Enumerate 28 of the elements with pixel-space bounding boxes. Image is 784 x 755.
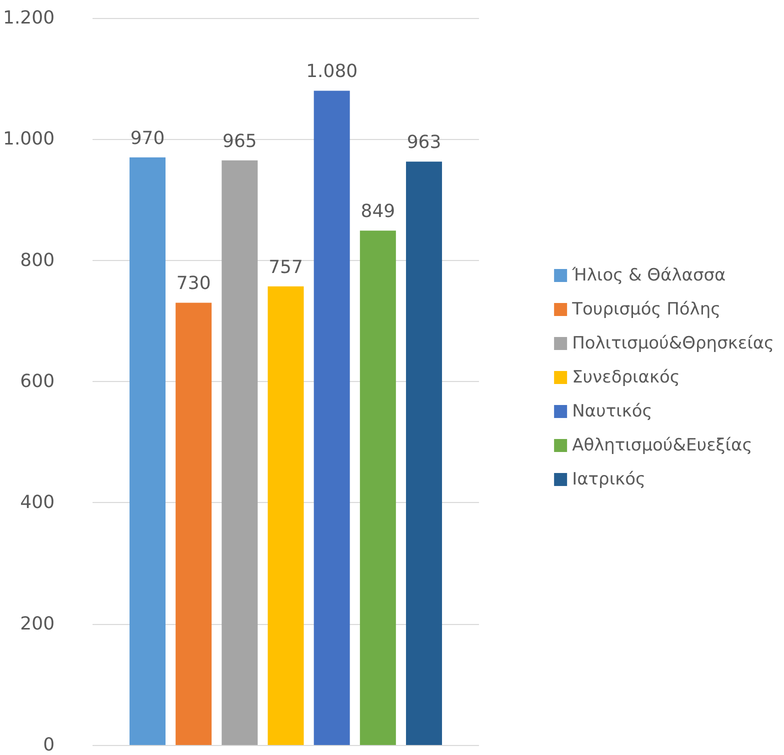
legend-label: Συνεδριακός	[572, 368, 680, 388]
bar	[268, 286, 304, 745]
legend-label: Αθλητισμού&Ευεξίας	[572, 436, 752, 456]
legend-label: Τουρισμός Πόλης	[571, 300, 721, 320]
data-label: 970	[130, 128, 165, 149]
bar	[176, 302, 212, 745]
y-tick-label: 0	[43, 734, 55, 755]
legend-label: Ναυτικός	[572, 402, 652, 422]
legend-label: Ιατρικός	[572, 470, 646, 490]
y-tick-label: 1.200	[3, 8, 55, 28]
legend-label: Πολιτισμού&Θρησκείας	[572, 334, 774, 354]
data-label: 730	[176, 273, 211, 294]
legend-label: Ήλιος & Θάλασσα	[571, 266, 726, 286]
y-tick-label: 200	[20, 613, 55, 634]
y-tick-label: 800	[20, 250, 55, 271]
data-label: 757	[268, 256, 303, 278]
bar	[406, 162, 442, 745]
bar	[314, 90, 350, 745]
bar	[130, 157, 166, 745]
bar	[222, 160, 258, 745]
y-tick-label: 600	[20, 371, 55, 392]
data-label: 1.080	[306, 61, 358, 82]
data-label: 965	[222, 130, 257, 152]
y-tick-label: 1.000	[3, 128, 55, 150]
data-label: 849	[360, 201, 396, 222]
bar	[360, 230, 396, 745]
y-tick-label: 400	[20, 492, 55, 514]
data-label: 963	[406, 132, 442, 154]
